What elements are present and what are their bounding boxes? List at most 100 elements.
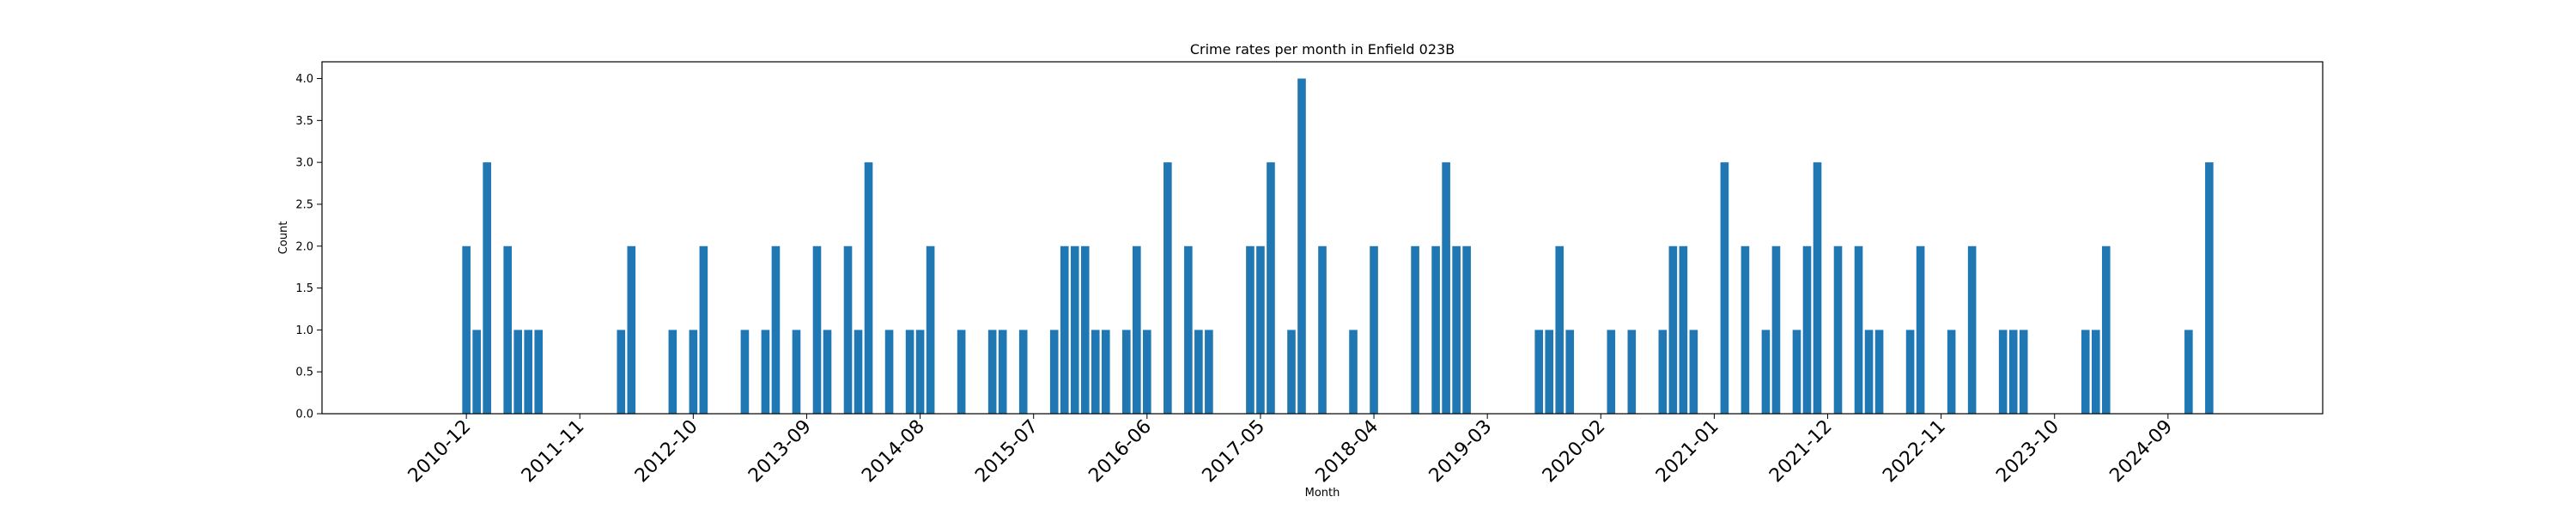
bar xyxy=(534,330,544,414)
y-tick-label: 0.0 xyxy=(295,409,313,421)
bar xyxy=(2101,245,2111,414)
bar xyxy=(1833,245,1843,414)
bar xyxy=(1070,245,1079,414)
bar xyxy=(1060,245,1069,414)
bar xyxy=(926,245,935,414)
bar xyxy=(1947,330,1956,414)
y-axis-ticks: 0.0 0.5 1.0 1.5 2.0 2.5 3.0 3.5 4.0 xyxy=(295,73,322,421)
bar xyxy=(1916,245,1925,414)
bar xyxy=(1267,162,1275,414)
bar xyxy=(823,330,832,414)
bar xyxy=(1761,330,1771,414)
bar xyxy=(1431,245,1440,414)
bar xyxy=(1411,245,1419,414)
bar xyxy=(998,330,1007,414)
bar xyxy=(1018,330,1028,414)
bar xyxy=(1184,245,1193,414)
bar xyxy=(699,245,708,414)
y-tick-label: 3.5 xyxy=(295,115,313,128)
y-axis-label: Count xyxy=(277,221,290,255)
bar xyxy=(884,330,894,414)
y-tick-label: 2.5 xyxy=(295,198,313,211)
bar xyxy=(1349,330,1358,414)
bar xyxy=(2091,330,2100,414)
bar xyxy=(1452,245,1461,414)
bar xyxy=(503,245,512,414)
bar xyxy=(812,245,822,414)
bar xyxy=(1998,330,2008,414)
y-tick-label: 0.5 xyxy=(295,367,313,379)
bar xyxy=(1720,162,1729,414)
bar xyxy=(1802,245,1812,414)
bar xyxy=(1534,330,1544,414)
bar xyxy=(1555,245,1564,414)
bar xyxy=(1205,330,1213,414)
y-tick-label: 4.0 xyxy=(295,73,313,86)
bar xyxy=(1627,330,1637,414)
bar xyxy=(843,245,853,414)
bar xyxy=(1370,245,1378,414)
bar xyxy=(1967,245,1977,414)
y-tick-label: 1.5 xyxy=(295,282,313,295)
bar xyxy=(2205,162,2214,414)
bar xyxy=(1607,330,1616,414)
bar xyxy=(472,330,481,414)
bar xyxy=(1091,330,1100,414)
bar xyxy=(1133,245,1141,414)
bar xyxy=(627,245,636,414)
plot-area-frame xyxy=(321,61,2324,415)
bar xyxy=(1080,245,1090,414)
bar xyxy=(771,245,781,414)
bar xyxy=(1792,330,1801,414)
bar xyxy=(740,330,750,414)
y-tick-label: 2.0 xyxy=(295,240,313,253)
bar xyxy=(617,330,626,414)
bar xyxy=(957,330,966,414)
bar xyxy=(1101,330,1110,414)
bar xyxy=(2184,330,2193,414)
bar xyxy=(513,330,522,414)
bar xyxy=(1143,330,1151,414)
chart-title: Crime rates per month in Enfield 023B xyxy=(1190,41,1455,58)
bar xyxy=(1318,245,1327,414)
bar xyxy=(483,162,491,414)
bar xyxy=(1462,245,1471,414)
bar xyxy=(1049,330,1059,414)
bar xyxy=(1813,162,1822,414)
bar xyxy=(761,330,770,414)
y-tick-label: 1.0 xyxy=(295,324,313,337)
bar xyxy=(1297,78,1306,415)
bar xyxy=(689,330,698,414)
bar xyxy=(2019,330,2028,414)
y-tick-label: 3.0 xyxy=(295,157,313,170)
bar xyxy=(1122,330,1131,414)
bar xyxy=(1771,245,1781,414)
bar xyxy=(1246,245,1255,414)
bars-group xyxy=(462,78,2214,415)
bar xyxy=(1256,245,1265,414)
bar xyxy=(1689,330,1698,414)
bar xyxy=(524,330,533,414)
bar xyxy=(668,330,677,414)
bar xyxy=(2008,330,2018,414)
bar xyxy=(1545,330,1554,414)
bar xyxy=(1741,245,1750,414)
bar xyxy=(1854,245,1863,414)
bar xyxy=(854,330,863,414)
bar xyxy=(915,330,925,414)
bar xyxy=(1874,330,1884,414)
bar xyxy=(864,162,873,414)
bar xyxy=(2081,330,2090,414)
bar xyxy=(1163,162,1172,414)
bar xyxy=(1565,330,1575,414)
bar xyxy=(987,330,997,414)
bar xyxy=(1287,330,1296,414)
bar xyxy=(905,330,914,414)
bar xyxy=(1679,245,1688,414)
bar xyxy=(462,245,471,414)
bar xyxy=(1658,330,1668,414)
bar xyxy=(1194,330,1203,414)
bar xyxy=(792,330,801,414)
